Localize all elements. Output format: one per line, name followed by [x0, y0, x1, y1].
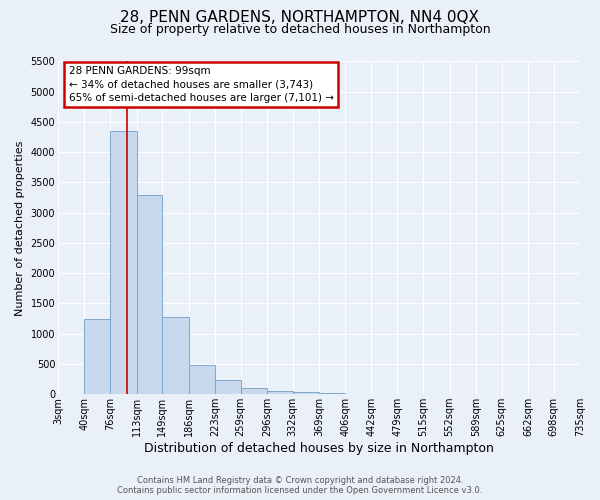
Bar	[241, 388, 267, 394]
X-axis label: Distribution of detached houses by size in Northampton: Distribution of detached houses by size …	[144, 442, 494, 455]
Text: Size of property relative to detached houses in Northampton: Size of property relative to detached ho…	[110, 22, 490, 36]
Bar	[110, 131, 137, 394]
Bar	[137, 194, 162, 394]
Y-axis label: Number of detached properties: Number of detached properties	[15, 140, 25, 316]
Bar	[293, 392, 319, 394]
Bar	[85, 318, 110, 394]
Bar	[162, 318, 188, 394]
Text: 28 PENN GARDENS: 99sqm
← 34% of detached houses are smaller (3,743)
65% of semi-: 28 PENN GARDENS: 99sqm ← 34% of detached…	[68, 66, 334, 103]
Bar	[188, 364, 215, 394]
Bar	[215, 380, 241, 394]
Bar	[319, 393, 346, 394]
Text: 28, PENN GARDENS, NORTHAMPTON, NN4 0QX: 28, PENN GARDENS, NORTHAMPTON, NN4 0QX	[121, 10, 479, 25]
Text: Contains HM Land Registry data © Crown copyright and database right 2024.
Contai: Contains HM Land Registry data © Crown c…	[118, 476, 482, 495]
Bar	[267, 391, 293, 394]
